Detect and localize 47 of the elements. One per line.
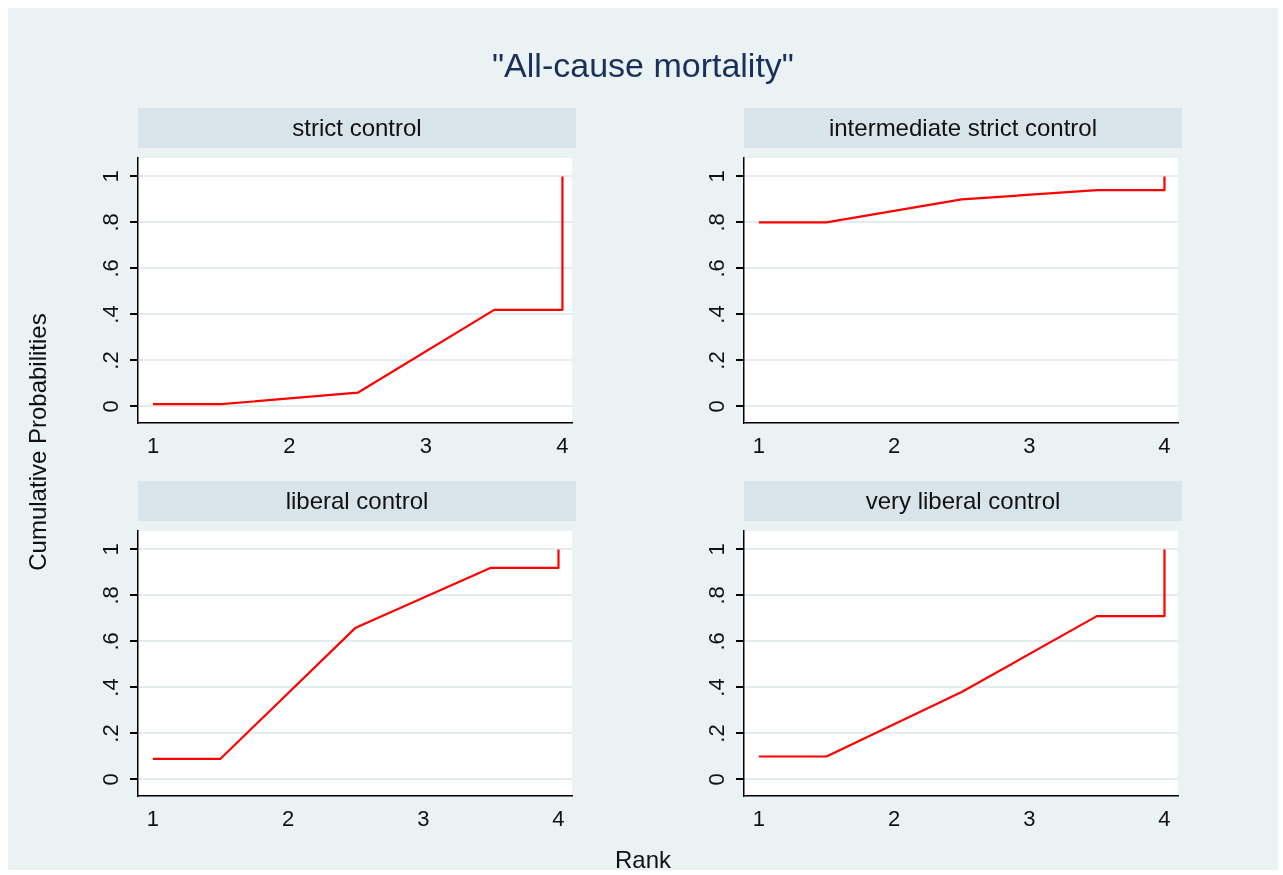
x-tick-label: 4 [1158, 805, 1171, 831]
x-tick-label: 3 [1023, 432, 1036, 458]
y-tick-label: .8 [704, 586, 730, 605]
x-tick-label: 2 [283, 432, 296, 458]
x-tick-label: 3 [419, 432, 433, 458]
x-tick-label: 2 [281, 805, 295, 831]
x-tick-label: 2 [887, 432, 901, 458]
chart-title: very liberal control [744, 481, 1182, 521]
y-tick-label: .4 [704, 678, 730, 697]
chart-title: strict control [138, 108, 576, 148]
y-tick-label: .6 [98, 259, 124, 278]
y-tick-label: .6 [704, 632, 730, 651]
x-tick-label: 2 [887, 805, 901, 831]
x-tick-label: 1 [146, 432, 160, 458]
y-tick-label: 0 [704, 773, 730, 786]
y-tick-label: .4 [98, 678, 124, 697]
chart-title: intermediate strict control [744, 108, 1182, 148]
y-tick-label: .2 [98, 724, 124, 743]
x-tick-label: 4 [1158, 432, 1171, 458]
y-axis-title: Cumulative Probabilities [24, 312, 52, 573]
y-tick-label: .2 [704, 724, 730, 743]
x-tick-label: 1 [752, 432, 765, 458]
y-tick-label: 1 [98, 170, 124, 183]
x-tick-label: 4 [552, 805, 565, 831]
y-tick-label: 0 [704, 400, 730, 413]
y-tick-label: 0 [98, 400, 124, 413]
y-tick-label: 1 [704, 543, 730, 556]
y-tick-label: .4 [704, 305, 730, 324]
y-tick-label: 1 [98, 543, 124, 556]
y-tick-label: .4 [98, 305, 124, 324]
x-axis-title: Rank [614, 846, 672, 874]
x-tick-label: 3 [417, 805, 430, 831]
y-tick-label: .2 [98, 351, 124, 370]
y-tick-label: 0 [98, 773, 124, 786]
y-tick-label: .8 [98, 213, 124, 232]
y-tick-label: .8 [98, 586, 124, 605]
x-tick-label: 4 [556, 432, 569, 458]
chart-title: liberal control [138, 481, 576, 521]
y-tick-label: .6 [704, 259, 730, 278]
text: "All-cause mortality" [491, 46, 795, 85]
x-tick-label: 1 [752, 805, 765, 831]
y-tick-label: .8 [704, 213, 730, 232]
y-tick-label: .6 [98, 632, 124, 651]
x-tick-label: 1 [146, 805, 159, 831]
y-tick-label: 1 [704, 170, 730, 183]
x-tick-label: 3 [1023, 805, 1036, 831]
y-tick-label: .2 [704, 351, 730, 370]
